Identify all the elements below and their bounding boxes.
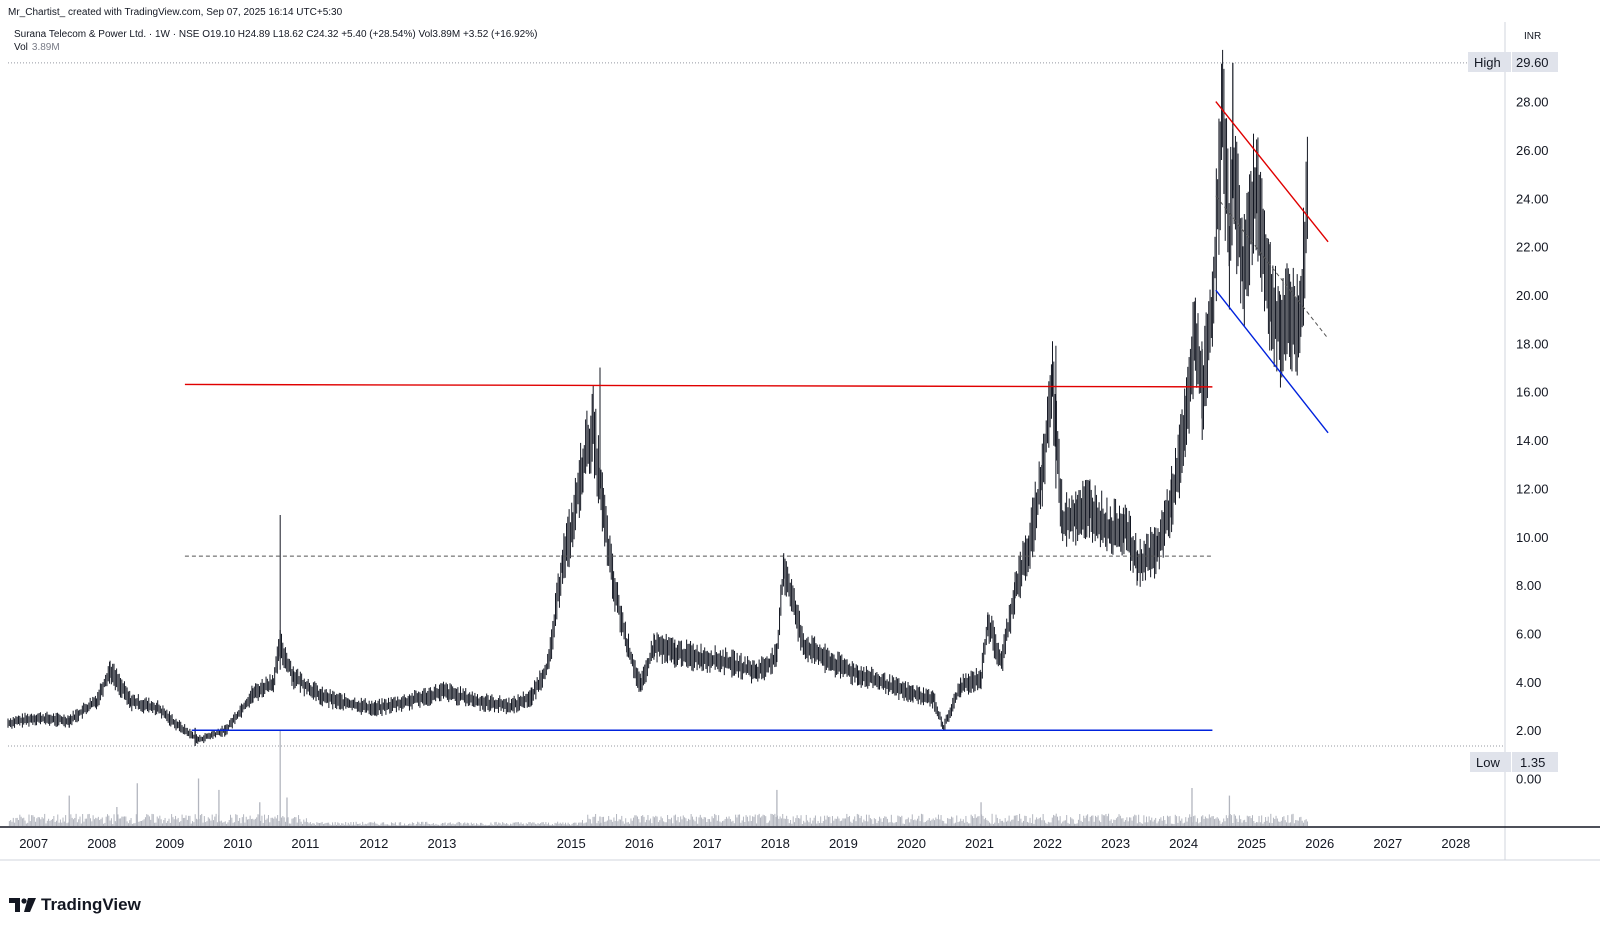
high-marker: High 29.60: [1468, 52, 1558, 72]
time-tick-label: 2016: [625, 836, 654, 851]
tradingview-logo-icon: [9, 898, 37, 912]
logo-text: TradingView: [41, 895, 141, 915]
time-tick-label: 2013: [427, 836, 456, 851]
price-tick-label: 16.00: [1516, 385, 1549, 400]
low-marker: Low 1.35: [1470, 752, 1558, 772]
price-tick-label: 4.00: [1516, 675, 1541, 690]
price-tick-label: 14.00: [1516, 433, 1549, 448]
currency-label: INR: [1524, 31, 1541, 42]
time-tick-label: 2023: [1101, 836, 1130, 851]
time-tick-label: 2027: [1373, 836, 1402, 851]
time-tick-label: 2019: [829, 836, 858, 851]
price-tick-label: 6.00: [1516, 627, 1541, 642]
volume-bars: [9, 731, 1307, 826]
price-tick-label: 24.00: [1516, 191, 1549, 206]
axes: 0.00 2.00 4.00 6.00 8.00 10.00 12.00 14.00 16.00…: [0, 22, 1600, 860]
high-value: 29.60: [1516, 55, 1549, 70]
time-tick-label: 2025: [1237, 836, 1266, 851]
price-tick-label: 8.00: [1516, 578, 1541, 593]
high-label: High: [1474, 55, 1501, 70]
price-tick-label: 20.00: [1516, 288, 1549, 303]
price-tick-label: 10.00: [1516, 530, 1549, 545]
time-tick-label: 2010: [223, 836, 252, 851]
price-tick-label: 12.00: [1516, 481, 1549, 496]
time-tick-label: 2028: [1441, 836, 1470, 851]
tradingview-logo[interactable]: TradingView: [9, 895, 141, 915]
drawn-trendlines[interactable]: [185, 102, 1328, 731]
time-tick-label: 2020: [897, 836, 926, 851]
time-tick-label: 2024: [1169, 836, 1198, 851]
time-tick-label: 2007: [19, 836, 48, 851]
grid-lines: [8, 63, 1505, 746]
price-tick-label: 18.00: [1516, 336, 1549, 351]
time-tick-label: 2026: [1305, 836, 1334, 851]
price-series: [8, 50, 1307, 746]
low-label: Low: [1476, 755, 1500, 770]
time-tick-label: 2012: [359, 836, 388, 851]
low-value: 1.35: [1520, 755, 1545, 770]
time-tick-label: 2022: [1033, 836, 1062, 851]
price-tick-label: 2.00: [1516, 723, 1541, 738]
horizontal-level-line[interactable]: [185, 384, 1212, 386]
time-tick-label: 2015: [557, 836, 586, 851]
price-tick-label: 0.00: [1516, 772, 1541, 787]
time-tick-label: 2009: [155, 836, 184, 851]
time-tick-label: 2017: [693, 836, 722, 851]
price-tick-label: 26.00: [1516, 143, 1549, 158]
time-tick-label: 2008: [87, 836, 116, 851]
time-tick-label: 2011: [291, 836, 319, 851]
price-tick-label: 22.00: [1516, 240, 1549, 255]
price-tick-label: 28.00: [1516, 95, 1549, 110]
time-tick-label: 2021: [965, 836, 994, 851]
time-tick-label: 2018: [761, 836, 790, 851]
